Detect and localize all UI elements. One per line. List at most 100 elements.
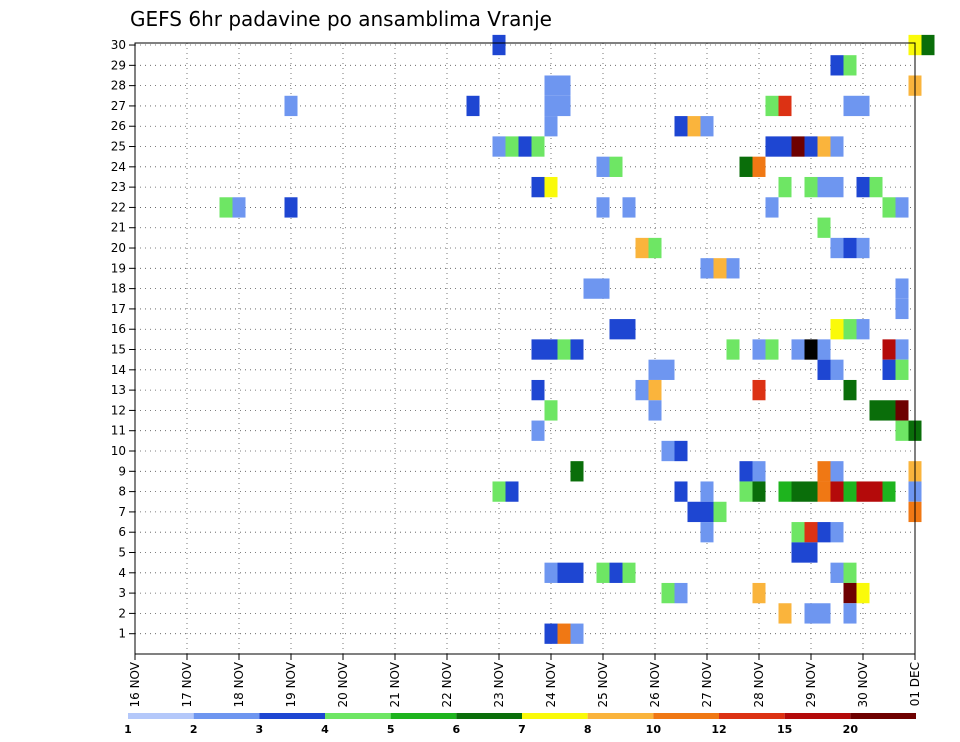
y-tick-label: 22 xyxy=(111,200,126,214)
heatmap-cell xyxy=(531,339,545,360)
heatmap-cell xyxy=(765,197,779,218)
colorbar-swatch xyxy=(653,713,719,719)
heatmap-cell xyxy=(557,75,571,96)
heatmap-cell xyxy=(232,197,246,218)
y-tick-label: 30 xyxy=(111,38,126,52)
heatmap-cell xyxy=(752,461,766,482)
heatmap-cell xyxy=(752,582,766,604)
x-tick-label: 22 NOV xyxy=(440,661,454,707)
heatmap-cell xyxy=(765,95,779,117)
x-tick-label: 01 DEC xyxy=(908,662,922,706)
chart-title: GEFS 6hr padavine po ansamblima Vranje xyxy=(130,7,552,31)
heatmap-cell xyxy=(830,481,844,502)
x-tick-label: 25 NOV xyxy=(596,661,610,707)
heatmap-cell xyxy=(544,339,558,360)
heatmap-cell xyxy=(726,339,740,360)
x-axis-ticks: 16 NOV 17 NOV 18 NOV 19 NOV 20 NOV 21 NOV 22 N… xyxy=(128,654,922,708)
heatmap-cell xyxy=(778,136,792,157)
y-tick-label: 25 xyxy=(111,140,126,154)
heatmap-cell xyxy=(505,481,519,502)
colorbar-label: 8 xyxy=(584,723,592,736)
heatmap-cell xyxy=(700,258,714,279)
heatmap-cell xyxy=(609,562,623,583)
heatmap-cell xyxy=(518,136,532,157)
heatmap-cell xyxy=(843,603,857,624)
colorbar-label: 2 xyxy=(190,723,198,736)
y-tick-label: 6 xyxy=(118,525,126,539)
heatmap-cells xyxy=(219,34,935,644)
x-tick-label: 29 NOV xyxy=(804,661,818,707)
heatmap-cell xyxy=(700,116,714,137)
heatmap-cell xyxy=(687,116,701,137)
heatmap-cell xyxy=(739,156,753,177)
colorbar-label: 7 xyxy=(518,723,526,736)
heatmap-cell xyxy=(869,400,883,421)
heatmap-cell xyxy=(284,197,298,218)
heatmap-cell xyxy=(830,522,844,543)
heatmap-cell xyxy=(778,176,792,198)
heatmap-cell xyxy=(622,197,636,218)
y-tick-label: 7 xyxy=(118,505,126,519)
heatmap-cell xyxy=(856,176,870,198)
y-tick-label: 11 xyxy=(111,424,126,438)
y-tick-label: 1 xyxy=(118,627,126,641)
y-tick-label: 4 xyxy=(118,566,126,580)
colorbar-label: 1 xyxy=(124,723,132,736)
heatmap-cell xyxy=(648,237,662,259)
heatmap-cell xyxy=(752,156,766,177)
heatmap-cell xyxy=(843,562,857,583)
heatmap-cell xyxy=(635,379,649,401)
x-tick-label: 24 NOV xyxy=(544,661,558,707)
heatmap-cell xyxy=(557,95,571,117)
colorbar-label: 10 xyxy=(646,723,662,736)
colorbar-label: 15 xyxy=(777,723,792,736)
heatmap-cell xyxy=(544,562,558,583)
heatmap-cell xyxy=(791,542,805,563)
heatmap-cell xyxy=(674,582,688,604)
y-tick-label: 10 xyxy=(111,444,126,458)
heatmap-cell xyxy=(596,562,610,583)
heatmap-cell xyxy=(700,481,714,502)
x-tick-label: 23 NOV xyxy=(492,661,506,707)
x-tick-label: 21 NOV xyxy=(388,661,402,707)
y-tick-label: 18 xyxy=(111,282,126,296)
x-tick-label: 18 NOV xyxy=(232,661,246,707)
y-tick-label: 28 xyxy=(111,79,126,93)
colorbar-swatch xyxy=(390,713,457,719)
heatmap-cell xyxy=(544,75,558,96)
colorbar: 1 2 3 4 5 6 7 8 10 12 15 20 xyxy=(124,713,916,736)
heatmap-cell xyxy=(895,298,909,320)
y-tick-label: 13 xyxy=(111,383,126,397)
colorbar-swatch xyxy=(784,713,851,719)
heatmap-cell xyxy=(856,319,870,340)
x-tick-label: 28 NOV xyxy=(752,661,766,707)
heatmap-cell xyxy=(856,95,870,117)
heatmap-cell xyxy=(765,136,779,157)
heatmap-cell xyxy=(882,197,896,218)
heatmap-cell xyxy=(817,136,831,157)
heatmap-cell xyxy=(817,522,831,543)
colorbar-label: 12 xyxy=(711,723,726,736)
heatmap-cell xyxy=(791,522,805,543)
heatmap-cell xyxy=(661,582,675,604)
y-tick-label: 23 xyxy=(111,180,126,194)
heatmap-cell xyxy=(570,461,584,482)
heatmap-cell xyxy=(531,420,545,441)
heatmap-cell xyxy=(804,522,818,543)
heatmap-cell xyxy=(817,176,831,198)
heatmap-cell xyxy=(739,481,753,502)
x-tick-label: 20 NOV xyxy=(336,661,350,707)
heatmap-cell xyxy=(570,562,584,583)
heatmap-cell xyxy=(570,339,584,360)
heatmap-cell xyxy=(882,339,896,360)
heatmap-cell xyxy=(882,481,896,502)
heatmap-cell xyxy=(648,400,662,421)
heatmap-cell xyxy=(843,582,857,604)
heatmap-cell xyxy=(778,603,792,624)
x-tick-label: 17 NOV xyxy=(180,661,194,707)
heatmap-cell xyxy=(713,258,727,279)
y-tick-label: 16 xyxy=(111,322,126,336)
heatmap-cell xyxy=(752,481,766,502)
heatmap-cell xyxy=(817,603,831,624)
